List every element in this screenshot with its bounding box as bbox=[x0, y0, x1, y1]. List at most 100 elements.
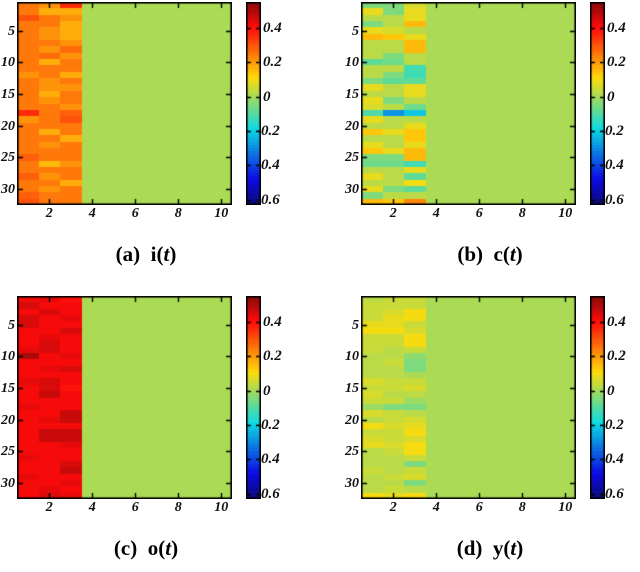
colorbar-canvas bbox=[246, 2, 261, 205]
y-tick-label: 25 bbox=[1, 444, 15, 460]
y-tick-label: 30 bbox=[1, 182, 15, 198]
y-tick-label: 30 bbox=[345, 182, 359, 198]
x-tick-label: 10 bbox=[214, 206, 229, 221]
colorbar-tick-label: 0.2 bbox=[607, 54, 626, 71]
colorbar-tick-label: 0.4 bbox=[607, 19, 626, 36]
heatmap-canvas bbox=[361, 2, 576, 205]
caption-var: t bbox=[509, 242, 516, 266]
caption-symbol: o bbox=[147, 536, 159, 560]
colorbar-tick-label: 0.4 bbox=[263, 313, 282, 330]
colorbar-tick-label: -0.2 bbox=[256, 123, 280, 140]
colorbar-tick-label: 0.2 bbox=[263, 348, 282, 365]
y-tick-label: 10 bbox=[345, 55, 359, 71]
subplot-caption: (c) o(t) bbox=[0, 536, 292, 561]
colorbar-tick-label: -0.6 bbox=[600, 485, 624, 502]
caption-close-paren: ) bbox=[169, 242, 177, 266]
x-tick-label: 8 bbox=[174, 206, 182, 221]
x-tick-label: 10 bbox=[214, 500, 229, 515]
subplot-c: 2 4 6 8 10 5 10 15 20 25 30 0.4 0.2 0 -0.2 -0.4 -0.6 (c)… bbox=[0, 294, 300, 572]
x-tick-label: 2 bbox=[389, 500, 397, 515]
subplot-b: 2 4 6 8 10 5 10 15 20 25 30 0.4 0.2 0 -0.2 -0.4 -0.6 (b)… bbox=[344, 0, 640, 286]
caption-close-paren: ) bbox=[171, 536, 179, 560]
x-tick-label: 2 bbox=[45, 206, 53, 221]
caption-prefix: (a) bbox=[115, 242, 141, 266]
y-tick-label: 25 bbox=[345, 444, 359, 460]
x-tick-label: 10 bbox=[558, 500, 573, 515]
colorbar-tick-label: -0.4 bbox=[256, 451, 280, 468]
colorbar-tick-label: 0 bbox=[607, 382, 615, 399]
colorbar-tick-label: 0 bbox=[263, 382, 271, 399]
subplot-caption: (a) i(t) bbox=[0, 242, 292, 267]
colorbar-tick-label: -0.6 bbox=[600, 191, 624, 208]
axis-labels: 2 4 6 8 10 5 10 15 20 25 30 0.4 0.2 0 -0.2 -0.4 -0.6 bbox=[0, 294, 300, 572]
subplot-d: 2 4 6 8 10 5 10 15 20 25 30 0.4 0.2 0 -0.2 -0.4 -0.6 (d)… bbox=[344, 294, 640, 572]
caption-close-paren: ) bbox=[516, 536, 524, 560]
x-tick-label: 4 bbox=[88, 206, 96, 221]
y-tick-label: 20 bbox=[1, 412, 15, 428]
caption-open-paren: ( bbox=[503, 536, 511, 560]
colorbar-tick-label: -0.2 bbox=[600, 123, 624, 140]
y-tick-label: 5 bbox=[8, 317, 15, 333]
caption-prefix: (c) bbox=[113, 536, 138, 560]
caption-open-paren: ( bbox=[156, 242, 164, 266]
caption-var: t bbox=[163, 242, 170, 266]
x-tick-label: 8 bbox=[174, 500, 182, 515]
y-tick-label: 15 bbox=[1, 86, 15, 102]
caption-var: t bbox=[165, 536, 172, 560]
colorbar-tick-label: 0 bbox=[607, 88, 615, 105]
caption-prefix: (d) bbox=[456, 536, 483, 560]
y-tick-label: 25 bbox=[345, 150, 359, 166]
colorbar-tick-label: -0.6 bbox=[256, 485, 280, 502]
colorbar-tick-label: -0.2 bbox=[600, 417, 624, 434]
x-tick-label: 6 bbox=[131, 500, 139, 515]
y-tick-label: 15 bbox=[345, 86, 359, 102]
subplot-caption: (b) c(t) bbox=[344, 242, 636, 267]
x-tick-label: 8 bbox=[518, 206, 526, 221]
colorbar-tick-label: 0.4 bbox=[263, 19, 282, 36]
x-tick-label: 6 bbox=[475, 500, 483, 515]
caption-var: t bbox=[510, 536, 517, 560]
colorbar-tick-label: -0.4 bbox=[600, 157, 624, 174]
caption-symbol: c bbox=[493, 242, 503, 266]
y-tick-label: 20 bbox=[1, 118, 15, 134]
colorbar-tick-label: -0.2 bbox=[256, 417, 280, 434]
caption-open-paren: ( bbox=[502, 242, 510, 266]
x-tick-label: 4 bbox=[432, 206, 440, 221]
x-tick-label: 4 bbox=[432, 500, 440, 515]
y-tick-label: 5 bbox=[352, 23, 359, 39]
colorbar-tick-label: -0.4 bbox=[600, 451, 624, 468]
colorbar-canvas bbox=[590, 2, 605, 205]
x-tick-label: 6 bbox=[475, 206, 483, 221]
y-tick-label: 5 bbox=[352, 317, 359, 333]
y-tick-label: 30 bbox=[1, 476, 15, 492]
subplot-caption: (d) y(t) bbox=[344, 536, 636, 561]
colorbar-canvas bbox=[246, 296, 261, 499]
y-tick-label: 25 bbox=[1, 150, 15, 166]
colorbar-tick-label: -0.6 bbox=[256, 191, 280, 208]
axis-labels: 2 4 6 8 10 5 10 15 20 25 30 0.4 0.2 0 -0.2 -0.4 -0.6 bbox=[344, 0, 640, 286]
colorbar-tick-label: -0.4 bbox=[256, 157, 280, 174]
colorbar-tick-label: 0 bbox=[263, 88, 271, 105]
x-tick-label: 2 bbox=[389, 206, 397, 221]
x-tick-label: 8 bbox=[518, 500, 526, 515]
x-tick-label: 6 bbox=[131, 206, 139, 221]
axis-labels: 2 4 6 8 10 5 10 15 20 25 30 0.4 0.2 0 -0.2 -0.4 -0.6 bbox=[0, 0, 300, 286]
colorbar-tick-label: 0.2 bbox=[607, 348, 626, 365]
caption-open-paren: ( bbox=[158, 536, 166, 560]
heatmap-canvas bbox=[17, 296, 232, 499]
y-tick-label: 15 bbox=[1, 380, 15, 396]
y-tick-label: 10 bbox=[1, 349, 15, 365]
caption-prefix: (b) bbox=[457, 242, 483, 266]
y-tick-label: 10 bbox=[1, 55, 15, 71]
y-tick-label: 20 bbox=[345, 118, 359, 134]
caption-symbol: y bbox=[492, 536, 504, 560]
subplot-a: 2 4 6 8 10 5 10 15 20 25 30 0.4 0.2 0 -0.2 -0.4 -0.6 (a)… bbox=[0, 0, 300, 286]
y-tick-label: 10 bbox=[345, 349, 359, 365]
x-tick-label: 4 bbox=[88, 500, 96, 515]
caption-symbol: i bbox=[150, 242, 157, 266]
heatmap-canvas bbox=[17, 2, 232, 205]
y-tick-label: 5 bbox=[8, 23, 15, 39]
colorbar-canvas bbox=[590, 296, 605, 499]
colorbar-tick-label: 0.4 bbox=[607, 313, 626, 330]
